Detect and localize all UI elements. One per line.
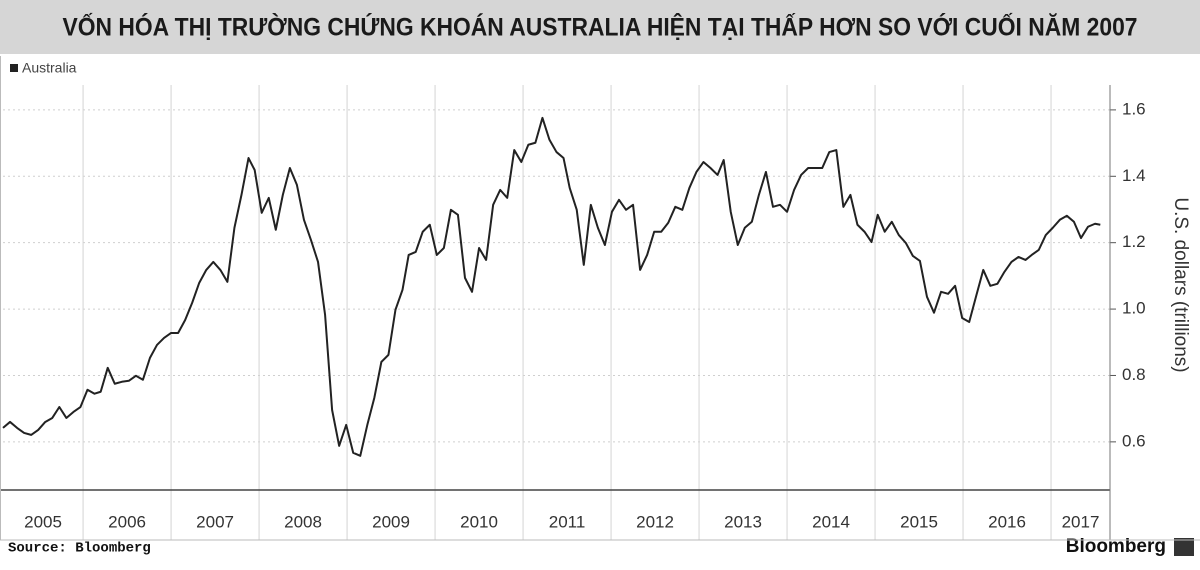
source: Source: Bloomberg [8,541,151,557]
x-tick-label: 2017 [1062,512,1100,531]
x-tick-label: 2005 [24,512,62,531]
y-tick-label: 0.6 [1122,431,1146,450]
x-tick-label: 2014 [812,512,850,531]
x-tick-label: 2016 [988,512,1026,531]
chart-title: VỐN HÓA THỊ TRƯỜNG CHỨNG KHOÁN AUSTRALIA… [63,12,1138,42]
x-tick-label: 2008 [284,512,322,531]
brand-icon [1174,538,1194,556]
y-tick-label: 0.8 [1122,365,1146,384]
y-axis-label: U.S. dollars (trillions) [1170,197,1191,372]
y-tick-label: 1.2 [1122,232,1146,251]
y-tick-label: 1.6 [1122,99,1146,118]
x-tick-label: 2010 [460,512,498,531]
line [2,116,1101,457]
x-tick-label: 2011 [549,512,586,531]
x-tick-label: 2006 [108,512,146,531]
x-tick-label: 2012 [636,512,674,531]
title-bar [0,0,1200,54]
x-tick-label: 2009 [372,512,410,531]
legend-label: Australia [22,60,77,76]
legend-swatch [10,64,18,72]
x-tick-label: 2015 [900,512,938,531]
y-tick-label: 1.0 [1122,299,1146,318]
brand: Bloomberg [1066,536,1166,557]
x-tick-label: 2013 [724,512,762,531]
y-tick-label: 1.4 [1122,166,1146,185]
x-tick-label: 2007 [196,512,234,531]
